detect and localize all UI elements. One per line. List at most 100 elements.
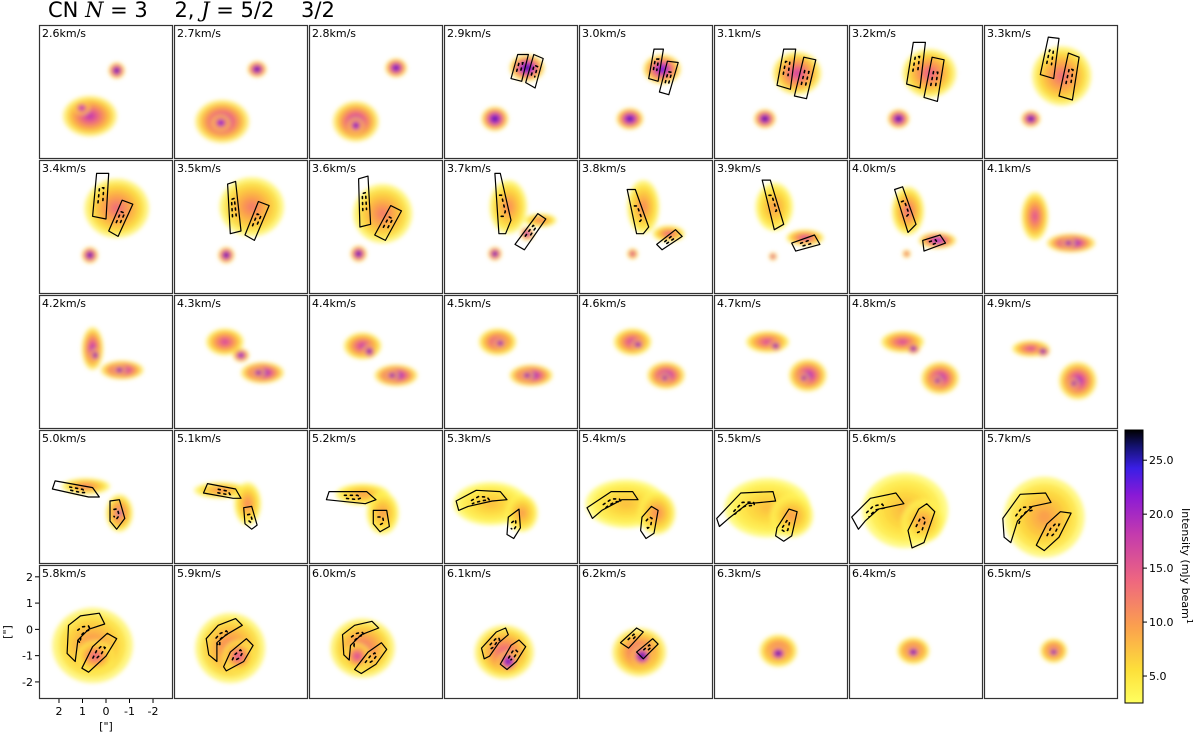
panel-background [714, 295, 848, 429]
region-centerline [645, 515, 653, 530]
emission-contour [1027, 347, 1035, 350]
region-centerline [76, 625, 92, 645]
emission-contour [763, 117, 767, 121]
emission-contour [255, 67, 259, 71]
region-centerline [510, 518, 517, 532]
emission-contour [224, 253, 228, 257]
region-centerline [92, 644, 107, 661]
emission-contour [245, 500, 250, 508]
emission-contour [368, 350, 371, 353]
emission-map [891, 186, 957, 258]
region-centerline [1015, 506, 1035, 526]
region-centerline [530, 63, 539, 78]
emission-map [81, 172, 149, 264]
emission-map [1021, 36, 1092, 127]
channel-panel: 6.2km/s [578, 564, 714, 700]
emission-map [746, 331, 827, 392]
emission-contour [519, 509, 525, 517]
colorbar: Intensity (mJy beam1 5.0 10.0 15.0 20.0 25.0 [1124, 429, 1194, 704]
velocity-label: 3.9km/s [717, 162, 761, 175]
channel-panel: 5.3km/s [443, 429, 579, 565]
region-outline [223, 638, 254, 672]
region-outline [354, 642, 388, 675]
emission-contour [354, 124, 358, 127]
emission-contour [537, 219, 544, 222]
emission-map [612, 627, 667, 677]
velocity-label: 5.2km/s [312, 432, 356, 445]
panel-frame [173, 429, 309, 565]
emission-map [754, 48, 822, 129]
emission-contour [776, 652, 780, 655]
channel-panel: 2.8km/s [308, 24, 444, 160]
emission-map [585, 479, 676, 540]
velocity-label: 3.3km/s [987, 27, 1031, 40]
emission-contour [115, 69, 119, 72]
x-tick-label: 2 [55, 705, 62, 718]
region-outline [108, 199, 134, 237]
emission-contour [94, 354, 97, 357]
region-centerline [216, 488, 232, 496]
x-tick-label: 0 [103, 705, 110, 718]
emission-contour [394, 66, 398, 70]
velocity-label: 5.5km/s [717, 432, 761, 445]
channel-panel: 3.8km/s [578, 159, 714, 295]
region-outline [455, 489, 508, 511]
region-outline [510, 53, 530, 82]
panel-background [984, 565, 1118, 699]
channel-panel: 4.5km/s [443, 294, 579, 430]
velocity-label: 3.6km/s [312, 162, 356, 175]
emission-contour [911, 650, 915, 654]
channel-panel: 5.4km/s [578, 429, 714, 565]
region-centerline [633, 205, 643, 223]
region-outline [656, 229, 683, 251]
emission-map [1012, 340, 1097, 400]
emission-map [1002, 476, 1085, 558]
panel-frame [443, 294, 579, 430]
region-centerline [768, 194, 778, 214]
velocity-label: 6.2km/s [582, 567, 626, 580]
y-tick-label: 0 [26, 623, 33, 636]
region-outline [494, 172, 512, 235]
region-centerline [652, 58, 660, 72]
emission-contour [663, 377, 666, 380]
region-outline [66, 612, 106, 663]
emission-contour [235, 653, 242, 659]
region-centerline [782, 60, 791, 77]
region-outline [325, 491, 377, 505]
panel-frame [848, 24, 984, 160]
emission-map [481, 53, 545, 131]
emission-map [330, 618, 395, 678]
emission-map [52, 607, 133, 683]
region-centerline [498, 194, 507, 218]
channel-panel: 3.2km/s [848, 24, 984, 160]
panel-background [174, 25, 308, 159]
panel-frame [173, 294, 309, 430]
panel-background [984, 295, 1118, 429]
region-centerline [664, 70, 673, 85]
region-outline [635, 638, 659, 660]
velocity-label: 3.2km/s [852, 27, 896, 40]
emission-contour [771, 202, 778, 211]
channel-panel: 5.6km/s [848, 429, 984, 565]
panel-frame [578, 564, 714, 700]
panel-background [849, 565, 983, 699]
emission-map [478, 328, 553, 387]
velocity-label: 4.5km/s [447, 297, 491, 310]
region-outline [586, 491, 639, 520]
velocity-label: 4.0km/s [852, 162, 896, 175]
region-outline [716, 491, 777, 528]
panel-frame [713, 564, 849, 700]
panel-background [174, 295, 308, 429]
velocity-label: 3.0km/s [582, 27, 626, 40]
velocity-label: 5.8km/s [42, 567, 86, 580]
emission-contour [771, 255, 774, 258]
emission-map [626, 180, 685, 260]
region-centerline [733, 501, 756, 516]
panel-frame [443, 159, 579, 295]
emission-map [194, 482, 262, 530]
channel-panel: 2.9km/s [443, 24, 579, 160]
panel-frame [713, 24, 849, 160]
panel-frame [848, 294, 984, 430]
region-centerline [113, 508, 121, 521]
region-outline [905, 41, 927, 89]
